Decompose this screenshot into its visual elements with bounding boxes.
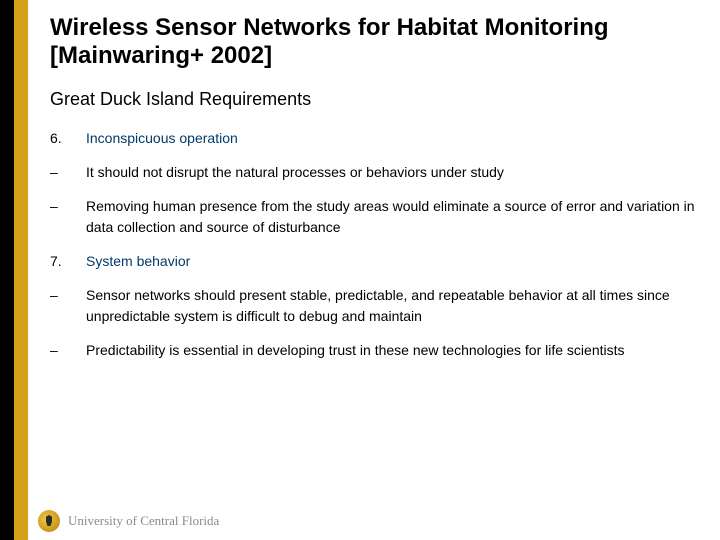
list-marker: 6. [50,128,86,150]
list-marker: – [50,285,86,328]
list-body-text: Sensor networks should present stable, p… [86,285,700,328]
list-heading-text: Inconspicuous operation [86,128,238,150]
side-stripe-gold [14,0,28,540]
list-body-text: It should not disrupt the natural proces… [86,162,504,184]
list-item: –Removing human presence from the study … [50,196,700,239]
list-marker: – [50,340,86,362]
list-item: –Sensor networks should present stable, … [50,285,700,328]
ucf-logo-icon [38,510,60,532]
list-item: –It should not disrupt the natural proce… [50,162,700,184]
list-item: –Predictability is essential in developi… [50,340,700,362]
list-marker: 7. [50,251,86,273]
bullet-list: 6.Inconspicuous operation–It should not … [50,128,700,362]
side-stripe-black [0,0,14,540]
list-item: 6.Inconspicuous operation [50,128,700,150]
slide-title: Wireless Sensor Networks for Habitat Mon… [50,14,700,69]
list-body-text: Predictability is essential in developin… [86,340,625,362]
list-item: 7.System behavior [50,251,700,273]
list-marker: – [50,196,86,239]
slide-subtitle: Great Duck Island Requirements [50,89,700,110]
slide-content: Wireless Sensor Networks for Habitat Mon… [50,14,700,374]
university-name: University of Central Florida [68,513,219,529]
footer: University of Central Florida [38,510,219,532]
list-marker: – [50,162,86,184]
list-body-text: Removing human presence from the study a… [86,196,700,239]
list-heading-text: System behavior [86,251,190,273]
